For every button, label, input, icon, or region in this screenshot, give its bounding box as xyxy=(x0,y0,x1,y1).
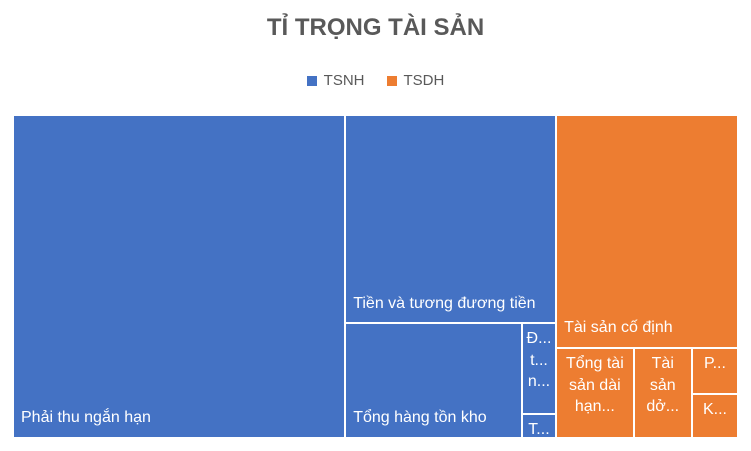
cell-label: Tài sản cố định xyxy=(564,319,673,337)
legend-item: TSNH xyxy=(306,72,365,89)
treemap-cell: Tài sản dở... xyxy=(633,348,692,438)
treemap-cell: Tổng tài sản dài hạn... xyxy=(556,348,634,438)
cell-label: K... xyxy=(702,401,727,419)
cell-label: Tài sản dở... xyxy=(646,355,680,416)
treemap-cell: Tiền và tương đương tiền xyxy=(345,115,557,324)
cell-label: Phải thu ngắn hạn xyxy=(21,409,151,427)
legend-label: TSNH xyxy=(323,72,365,89)
chart-title: TỈ TRỌNG TÀI SẢN xyxy=(266,14,485,41)
cell-label: Tổng tài sản dài hạn... xyxy=(565,355,624,416)
treemap-cell: Tổng hàng tồn kho xyxy=(345,323,522,438)
cell-label: T... xyxy=(528,421,550,438)
cell-label: Tổng hàng tồn kho xyxy=(353,409,487,427)
treemap-cell: K... xyxy=(691,394,738,438)
legend-swatch xyxy=(386,75,397,86)
cell-label: P... xyxy=(704,355,726,373)
treemap-cell: Tài sản cố định xyxy=(556,115,738,349)
legend: TSNH TSDH xyxy=(0,72,751,89)
treemap-cell: Phải thu ngắn hạn xyxy=(13,115,346,438)
treemap-cell: Đ... t... n... xyxy=(521,323,557,415)
legend-item: TSDH xyxy=(386,72,445,89)
plot-area: Phải thu ngắn hạn Tiền và tương đương tiề… xyxy=(13,115,738,438)
legend-swatch xyxy=(306,75,317,86)
cell-label: Đ... t... n... xyxy=(526,330,552,391)
treemap-cell: T... xyxy=(521,414,557,438)
cell-label: Tiền và tương đương tiền xyxy=(353,294,536,312)
treemap-cell: P... xyxy=(691,348,738,395)
legend-label: TSDH xyxy=(403,72,445,89)
